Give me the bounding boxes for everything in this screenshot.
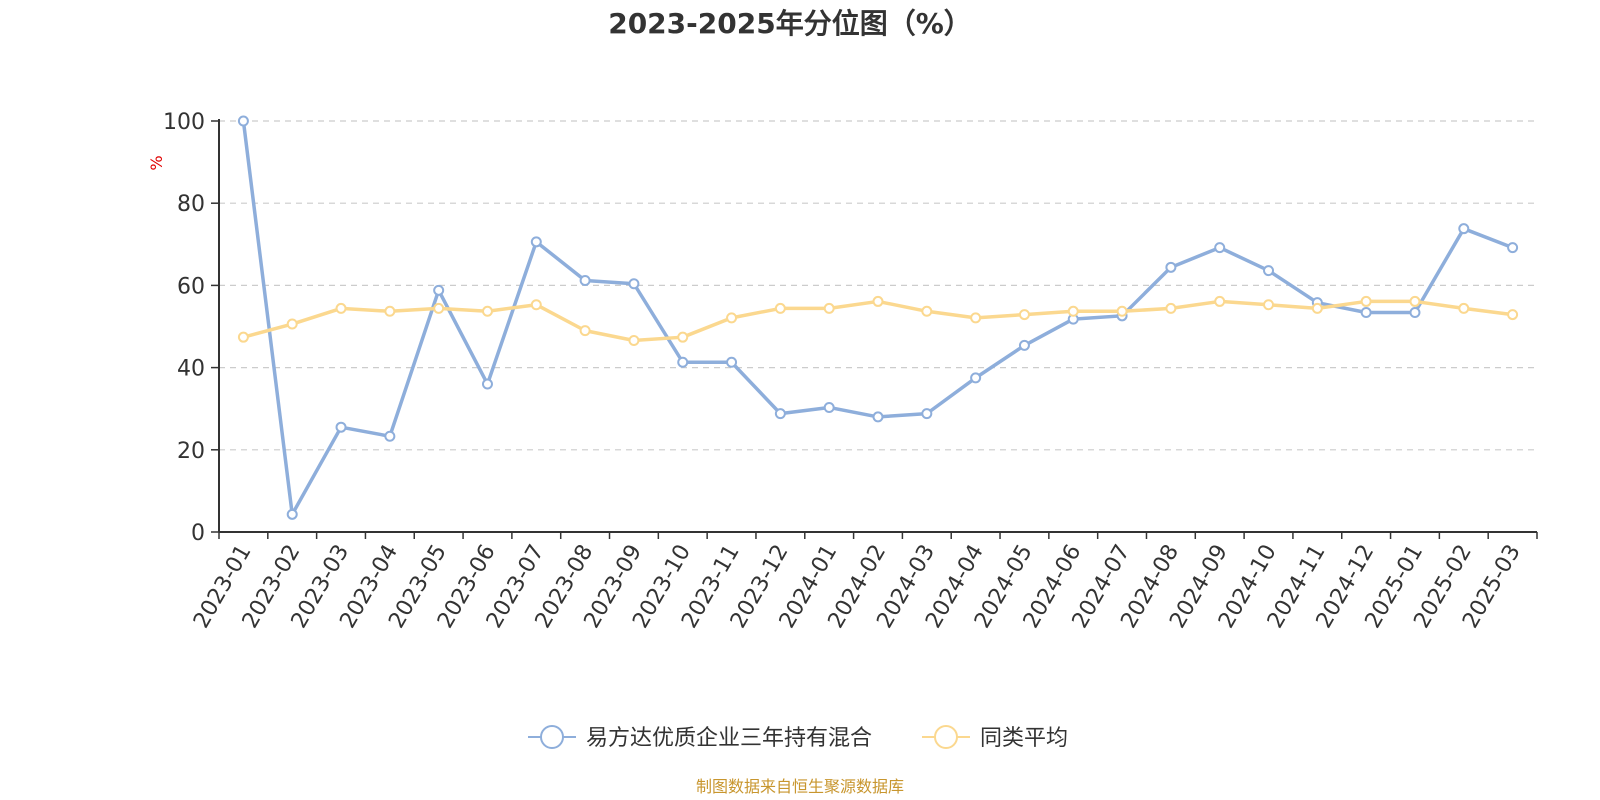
data-point — [774, 302, 786, 314]
y-tick-label: 20 — [177, 439, 205, 464]
data-point — [579, 325, 591, 337]
data-point — [921, 305, 933, 317]
data-point — [1458, 302, 1470, 314]
data-point — [481, 305, 493, 317]
data-point — [872, 411, 884, 423]
series-group — [237, 115, 1519, 520]
data-point — [774, 408, 786, 420]
series-line — [241, 120, 1514, 517]
data-point — [1311, 302, 1323, 314]
data-point — [1214, 242, 1226, 254]
data-point — [1116, 305, 1128, 317]
legend[interactable]: 易方达优质企业三年持有混合 同类平均 — [528, 725, 1068, 751]
data-point — [1409, 295, 1421, 307]
axes: 0204060801002023-012023-022023-032023-04… — [163, 110, 1538, 633]
data-point — [1507, 242, 1519, 254]
y-tick-label: 100 — [163, 110, 205, 135]
data-point — [335, 302, 347, 314]
data-point — [1263, 265, 1275, 277]
series-group — [237, 295, 1519, 346]
data-point — [970, 372, 982, 384]
data-point — [1409, 307, 1421, 319]
legend-item[interactable]: 同类平均 — [922, 725, 1068, 751]
y-tick-label: 0 — [191, 521, 205, 546]
legend-symbol-circle — [934, 725, 958, 749]
data-point — [237, 331, 249, 343]
data-point — [677, 331, 689, 343]
data-point — [1360, 307, 1372, 319]
data-point — [1214, 295, 1226, 307]
data-point — [237, 115, 249, 127]
data-point — [921, 408, 933, 420]
data-point — [335, 421, 347, 433]
data-point — [530, 236, 542, 248]
data-point — [1458, 223, 1470, 235]
data-point — [286, 318, 298, 330]
data-point — [677, 356, 689, 368]
data-point — [1507, 309, 1519, 321]
data-point — [433, 284, 445, 296]
data-point — [530, 299, 542, 311]
data-point — [433, 302, 445, 314]
data-point — [286, 508, 298, 520]
data-point — [628, 278, 640, 290]
y-tick-label: 80 — [177, 192, 205, 217]
data-point — [628, 334, 640, 346]
legend-label: 同类平均 — [980, 726, 1068, 751]
legend-item[interactable]: 易方达优质企业三年持有混合 — [528, 725, 872, 751]
data-point — [970, 312, 982, 324]
data-point — [726, 312, 738, 324]
data-point — [726, 356, 738, 368]
data-point — [1263, 299, 1275, 311]
series-layer — [237, 115, 1519, 520]
data-point — [384, 430, 396, 442]
data-point — [1067, 305, 1079, 317]
data-point — [579, 274, 591, 286]
chart-title: 2023-2025年分位图（%） — [608, 7, 972, 40]
data-point — [823, 302, 835, 314]
data-point — [1018, 339, 1030, 351]
grid-lines — [219, 120, 1537, 451]
data-point — [823, 401, 835, 413]
source-note: 制图数据来自恒生聚源数据库 — [696, 777, 904, 796]
data-point — [1165, 261, 1177, 273]
data-point — [384, 305, 396, 317]
y-axis-unit: % — [147, 155, 166, 170]
legend-symbol-circle — [540, 725, 564, 749]
data-point — [1360, 295, 1372, 307]
legend-label: 易方达优质企业三年持有混合 — [586, 726, 872, 751]
y-tick-label: 40 — [177, 357, 205, 382]
data-point — [1165, 302, 1177, 314]
data-point — [872, 295, 884, 307]
y-tick-label: 60 — [177, 274, 205, 299]
data-point — [1018, 309, 1030, 321]
data-point — [481, 378, 493, 390]
